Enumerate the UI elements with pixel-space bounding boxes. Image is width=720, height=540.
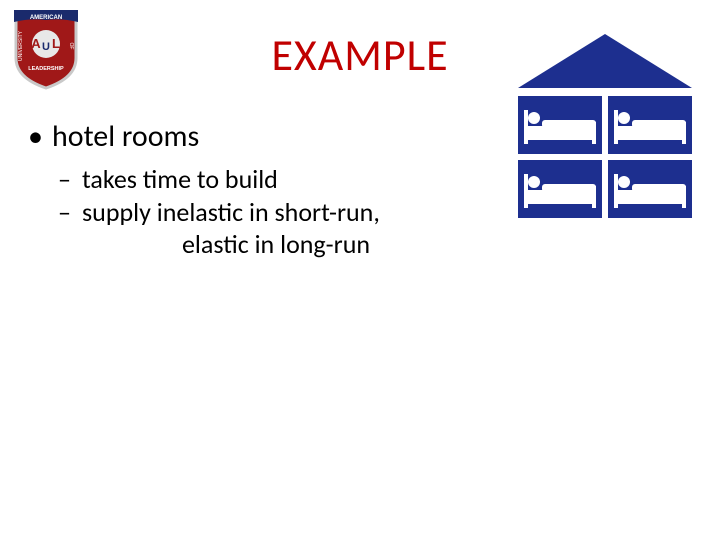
hotel-rooms-icon (512, 28, 698, 224)
bullet-continuation: elastic in long-run (22, 228, 492, 261)
bullet-level1: hotel rooms (22, 118, 492, 155)
content-area: hotel rooms takes time to build supply i… (22, 118, 492, 261)
bullet-level2: takes time to build (22, 163, 492, 196)
svg-text:AMERICAN: AMERICAN (30, 15, 62, 21)
bullet-level2: supply inelastic in short-run, (22, 196, 492, 229)
